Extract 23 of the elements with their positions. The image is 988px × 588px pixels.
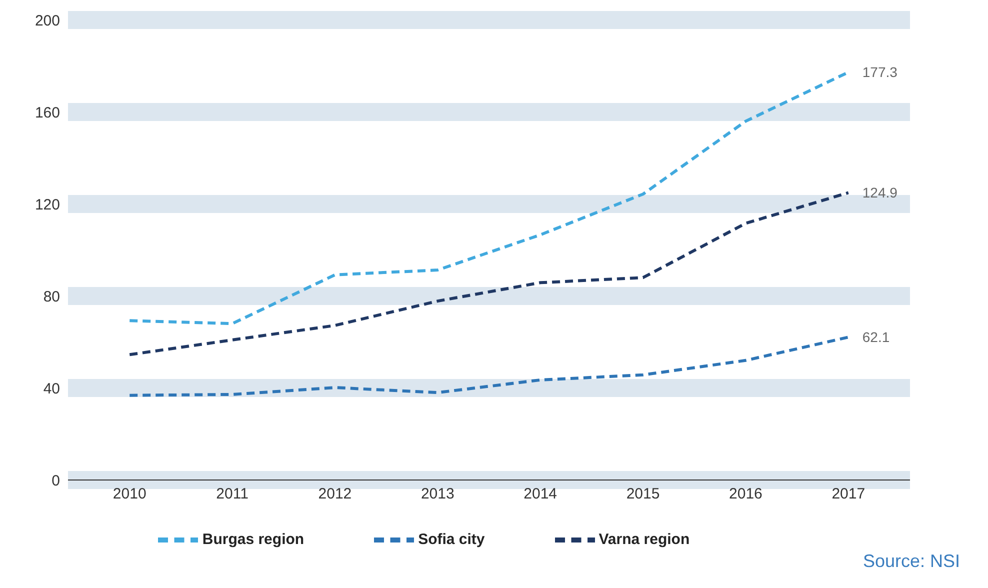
data-label: 177.3 — [862, 64, 898, 80]
x-tick-label: 2013 — [420, 486, 454, 503]
data-label: 124.9 — [862, 184, 898, 201]
line-series — [128, 191, 850, 356]
y-tick-label: 40 — [43, 380, 60, 398]
legend-label: Sofia city — [418, 530, 485, 548]
source-note: Source: NSI — [862, 551, 960, 572]
data-label: 62.1 — [862, 329, 890, 346]
x-tick-label: 2012 — [318, 486, 352, 503]
legend-label: Burgas region — [202, 530, 304, 548]
y-tick-label: 0 — [52, 472, 60, 490]
x-tick-label: 2016 — [729, 486, 762, 503]
y-tick-label: 160 — [34, 104, 60, 122]
x-tick-label: 2014 — [524, 486, 558, 503]
x-tick-label: 2010 — [112, 486, 146, 503]
y-tick-label: 80 — [43, 288, 60, 306]
y-tick-label: 200 — [34, 12, 60, 30]
legend-label: Varna region — [598, 530, 690, 548]
x-tick-label: 2011 — [216, 486, 248, 503]
y-tick-label: 120 — [34, 196, 60, 214]
x-tick-label: 2015 — [626, 486, 660, 503]
line-series — [128, 336, 850, 397]
x-tick-label: 2017 — [832, 486, 866, 503]
